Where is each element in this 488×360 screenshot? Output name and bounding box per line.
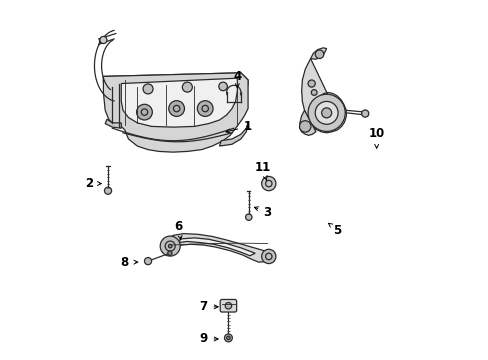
Polygon shape — [179, 238, 255, 256]
Polygon shape — [103, 73, 247, 85]
Circle shape — [168, 244, 172, 248]
Polygon shape — [105, 119, 121, 128]
Circle shape — [224, 334, 232, 342]
Circle shape — [315, 102, 337, 124]
Circle shape — [167, 251, 172, 255]
Polygon shape — [219, 123, 247, 146]
Circle shape — [168, 101, 184, 116]
Circle shape — [361, 110, 368, 117]
Circle shape — [321, 108, 331, 118]
Circle shape — [160, 236, 180, 256]
Polygon shape — [169, 234, 272, 262]
Text: 9: 9 — [199, 333, 207, 346]
Text: 2: 2 — [85, 177, 93, 190]
Circle shape — [307, 80, 315, 87]
Circle shape — [225, 302, 231, 309]
Text: 8: 8 — [121, 256, 129, 269]
Circle shape — [315, 50, 323, 59]
Circle shape — [143, 84, 153, 94]
Circle shape — [261, 176, 275, 191]
Circle shape — [100, 36, 107, 44]
Text: 10: 10 — [368, 127, 384, 140]
Circle shape — [307, 94, 345, 131]
Polygon shape — [301, 59, 346, 133]
Circle shape — [182, 82, 192, 92]
Text: 11: 11 — [254, 161, 270, 174]
Circle shape — [136, 104, 152, 120]
Text: 7: 7 — [199, 300, 207, 313]
Circle shape — [311, 90, 316, 95]
Circle shape — [197, 101, 213, 116]
Circle shape — [218, 82, 227, 91]
Circle shape — [226, 336, 230, 340]
Text: 5: 5 — [332, 224, 341, 237]
Text: 1: 1 — [244, 120, 252, 133]
Polygon shape — [310, 48, 326, 59]
Text: 4: 4 — [233, 70, 241, 83]
Polygon shape — [121, 78, 237, 127]
Circle shape — [299, 121, 310, 132]
Polygon shape — [299, 111, 315, 135]
Circle shape — [104, 187, 111, 194]
Circle shape — [144, 257, 151, 265]
Polygon shape — [103, 73, 247, 152]
Circle shape — [261, 249, 275, 264]
Text: 3: 3 — [263, 206, 271, 219]
FancyBboxPatch shape — [220, 300, 236, 312]
Text: 6: 6 — [174, 220, 182, 233]
Circle shape — [245, 214, 251, 220]
